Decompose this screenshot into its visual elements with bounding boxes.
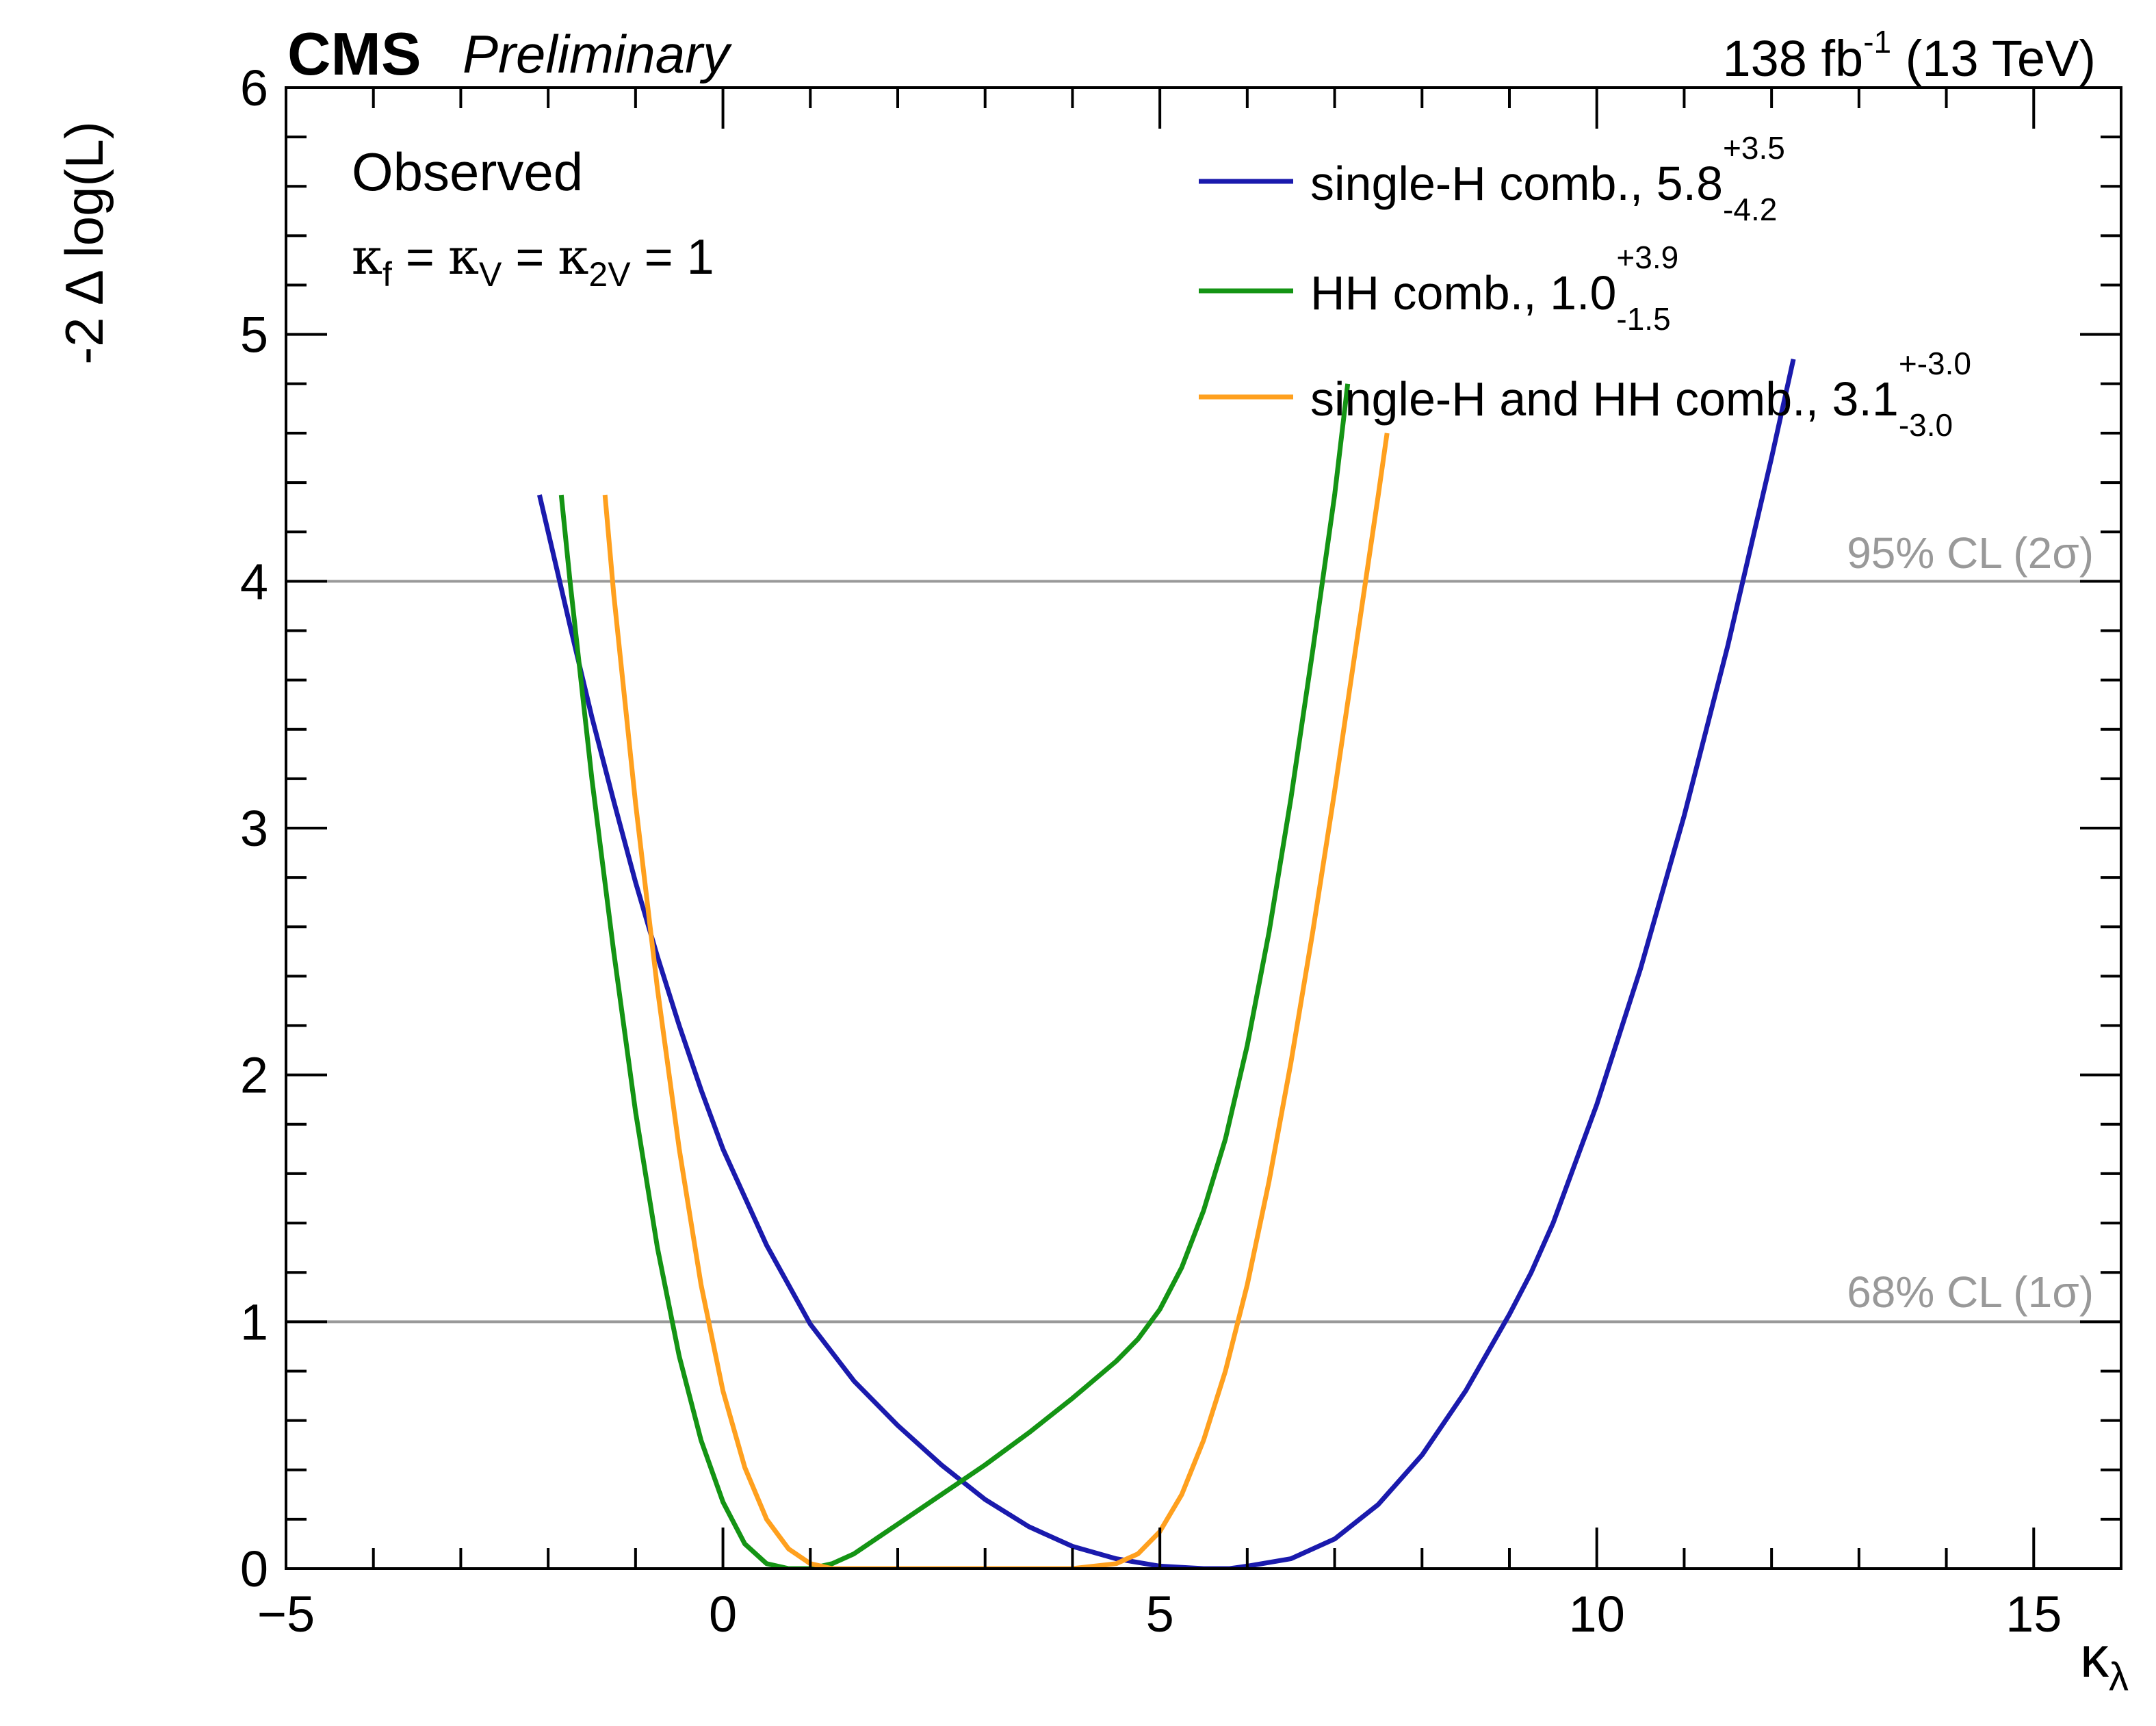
equals-2: = xyxy=(502,230,558,285)
legend-label-2: HH comb., 1.0+3.9 -1.5 xyxy=(1310,240,1678,337)
legend-label-upper: +-3.0 xyxy=(1899,346,1971,381)
series-line-1 xyxy=(536,358,1796,1569)
y-tick-label: 4 xyxy=(240,553,268,610)
reference-lines xyxy=(286,580,2121,1324)
lumi-exponent: -1 xyxy=(1863,24,1892,60)
legend-label-main: HH comb., 1.0 xyxy=(1310,266,1616,320)
observed-label: Observed xyxy=(352,142,583,202)
y-tick-label: 5 xyxy=(240,307,268,363)
kappa-2v: κ xyxy=(558,228,588,285)
lumi-value: 138 fb xyxy=(1722,30,1864,87)
sub-v: V xyxy=(479,255,502,294)
y-axis-title: -2 Δ log(L) xyxy=(54,121,114,365)
equals-one: = 1 xyxy=(631,230,714,285)
series-curves xyxy=(536,358,1796,1569)
x-tick-label: 0 xyxy=(709,1586,737,1643)
x-tick-label: 10 xyxy=(1569,1586,1625,1643)
legend-label-3: single-H and HH comb., 3.1+-3.0 -3.0 xyxy=(1310,346,1971,443)
status-label: Preliminary xyxy=(463,24,730,84)
kappa-f: κ xyxy=(352,228,382,285)
equals-1: = xyxy=(392,230,448,285)
series-line-3 xyxy=(602,433,1390,1569)
y-tick-label: 2 xyxy=(240,1047,268,1104)
legend-label-upper: +3.9 xyxy=(1616,240,1678,275)
legend-label-main: single-H comb., 5.8 xyxy=(1310,157,1723,210)
x-axis-lambda: λ xyxy=(2109,1655,2129,1699)
x-axis-kappa: κ xyxy=(2080,1625,2109,1689)
y-tick-label: 3 xyxy=(240,800,268,857)
series-line-2 xyxy=(558,383,1351,1569)
legend-label-upper: +3.5 xyxy=(1723,130,1785,166)
x-tick-label: 15 xyxy=(2005,1586,2062,1643)
legend: single-H comb., 5.8+3.5 -4.2 HH comb., 1.0… xyxy=(1199,130,1971,443)
y-tick-label: 6 xyxy=(240,60,268,116)
kappa-v: κ xyxy=(448,228,479,285)
x-tick-label: −5 xyxy=(257,1586,315,1643)
y-tick-label: 0 xyxy=(240,1541,268,1597)
legend-label-lower: -1.5 xyxy=(1616,301,1670,337)
coupling-condition: κf = κV = κ2V = 1 xyxy=(352,228,714,294)
x-axis-title: κλ xyxy=(2080,1625,2129,1699)
sub-2v: 2V xyxy=(588,255,631,294)
energy-label: (13 TeV) xyxy=(1891,30,2096,87)
legend-label-lower: -3.0 xyxy=(1899,407,1953,443)
luminosity-label: 138 fb-1 (13 TeV) xyxy=(1722,23,2096,88)
sub-f: f xyxy=(382,255,392,294)
plot-frame xyxy=(285,86,2122,1570)
axis-ticks xyxy=(285,86,2122,1570)
experiment-label: CMS xyxy=(287,20,421,88)
legend-label-lower: -4.2 xyxy=(1723,192,1777,227)
plot-border xyxy=(285,86,2122,1570)
x-tick-label: 5 xyxy=(1146,1586,1174,1643)
cl95-label: 95% CL (2σ) xyxy=(1847,528,2094,578)
legend-label-1: single-H comb., 5.8+3.5 -4.2 xyxy=(1310,130,1785,227)
legend-label-main: single-H and HH comb., 3.1 xyxy=(1310,372,1899,426)
cl68-label: 68% CL (1σ) xyxy=(1847,1267,2094,1317)
y-tick-label: 1 xyxy=(240,1293,268,1350)
